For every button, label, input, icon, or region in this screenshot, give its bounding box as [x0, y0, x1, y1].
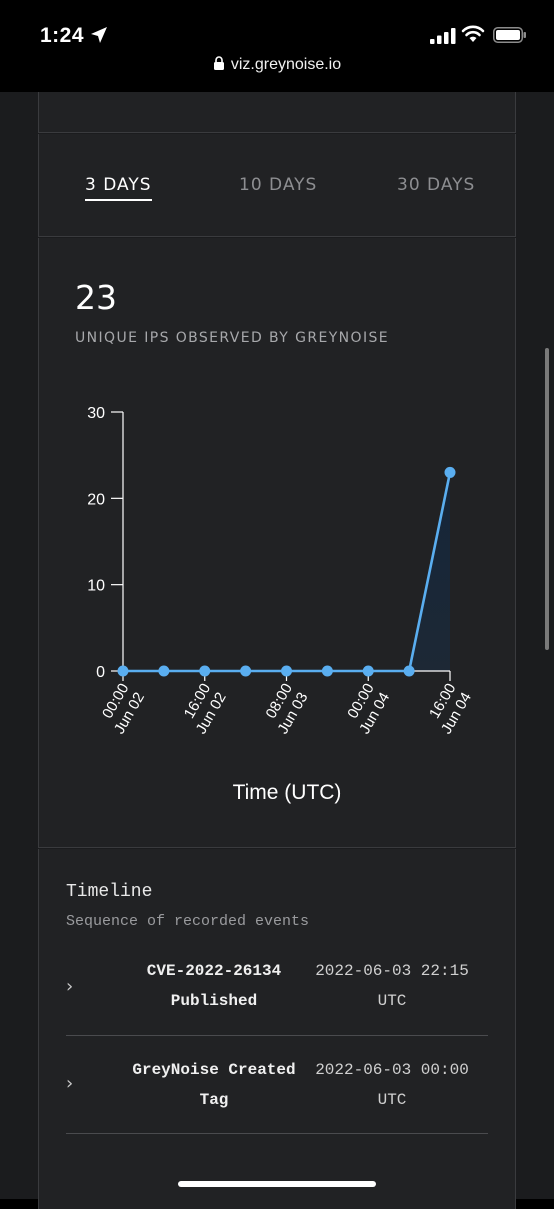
event-name-line1: GreyNoise Created: [132, 1061, 296, 1079]
timeline-title: Timeline: [66, 882, 153, 902]
y-tick-label: 20: [87, 491, 105, 508]
event-name: CVE-2022-26134 Published: [102, 956, 326, 1016]
top-card: [38, 92, 516, 133]
event-timezone: UTC: [377, 992, 407, 1010]
timeline-card: [38, 849, 516, 1209]
data-point: [158, 665, 170, 677]
data-point: [281, 665, 292, 677]
data-point: [240, 665, 252, 677]
event-name-line2: Tag: [199, 1091, 229, 1109]
tab-3-days[interactable]: 3 DAYS: [85, 175, 152, 201]
url-text: viz.greynoise.io: [230, 56, 342, 73]
status-time: 1:24: [40, 24, 85, 47]
battery-icon: [493, 27, 526, 43]
data-point: [117, 665, 129, 677]
time-range-tabs: [38, 134, 516, 237]
tab-30-days[interactable]: 30 DAYS: [397, 175, 476, 195]
series-line: [123, 472, 452, 673]
unique-ip-count: 23: [75, 278, 117, 317]
event-date: 2022-06-03 22:15 UTC: [296, 956, 488, 1016]
event-date-value: 2022-06-03 00:00: [315, 1061, 469, 1079]
chevron-right-icon[interactable]: ›: [66, 976, 74, 997]
y-tick-label: 30: [87, 405, 105, 422]
url-bar[interactable]: viz.greynoise.io: [0, 56, 554, 90]
event-date: 2022-06-03 00:00 UTC: [296, 1055, 488, 1115]
location-arrow-icon: [91, 27, 107, 43]
status-bar: 1:24: [0, 0, 554, 56]
event-name-line2: Published: [170, 992, 258, 1010]
event-name: GreyNoise Created Tag: [102, 1055, 326, 1115]
home-indicator[interactable]: [178, 1181, 376, 1187]
tab-10-days[interactable]: 10 DAYS: [239, 175, 318, 195]
timeline-event[interactable]: › GreyNoise Created Tag 2022-06-03 00:00…: [66, 1055, 488, 1134]
wifi-icon: [461, 25, 485, 42]
unique-ip-caption: UNIQUE IPS OBSERVED BY GREYNOISE: [75, 330, 390, 346]
lock-icon: [213, 56, 224, 70]
data-point: [403, 665, 415, 677]
data-point: [362, 665, 374, 677]
scroll-indicator[interactable]: [545, 348, 549, 650]
cellular-signal-icon: [430, 28, 456, 44]
timeline-event[interactable]: › CVE-2022-26134 Published 2022-06-03 22…: [66, 955, 488, 1036]
page-content: [0, 92, 554, 1209]
timeline-subtitle: Sequence of recorded events: [66, 913, 310, 930]
data-point: [321, 665, 333, 677]
chart-area-fill: [123, 472, 450, 671]
data-point: [199, 665, 211, 677]
event-date-value: 2022-06-03 22:15: [315, 962, 469, 980]
x-axis-label: Time (UTC): [233, 781, 342, 804]
data-point: [444, 466, 456, 478]
y-tick-label: 0: [96, 664, 105, 681]
y-tick-label: 10: [87, 578, 105, 595]
event-name-line1: CVE-2022-26134: [146, 962, 282, 980]
event-timezone: UTC: [377, 1091, 407, 1109]
chevron-right-icon[interactable]: ›: [66, 1073, 74, 1094]
